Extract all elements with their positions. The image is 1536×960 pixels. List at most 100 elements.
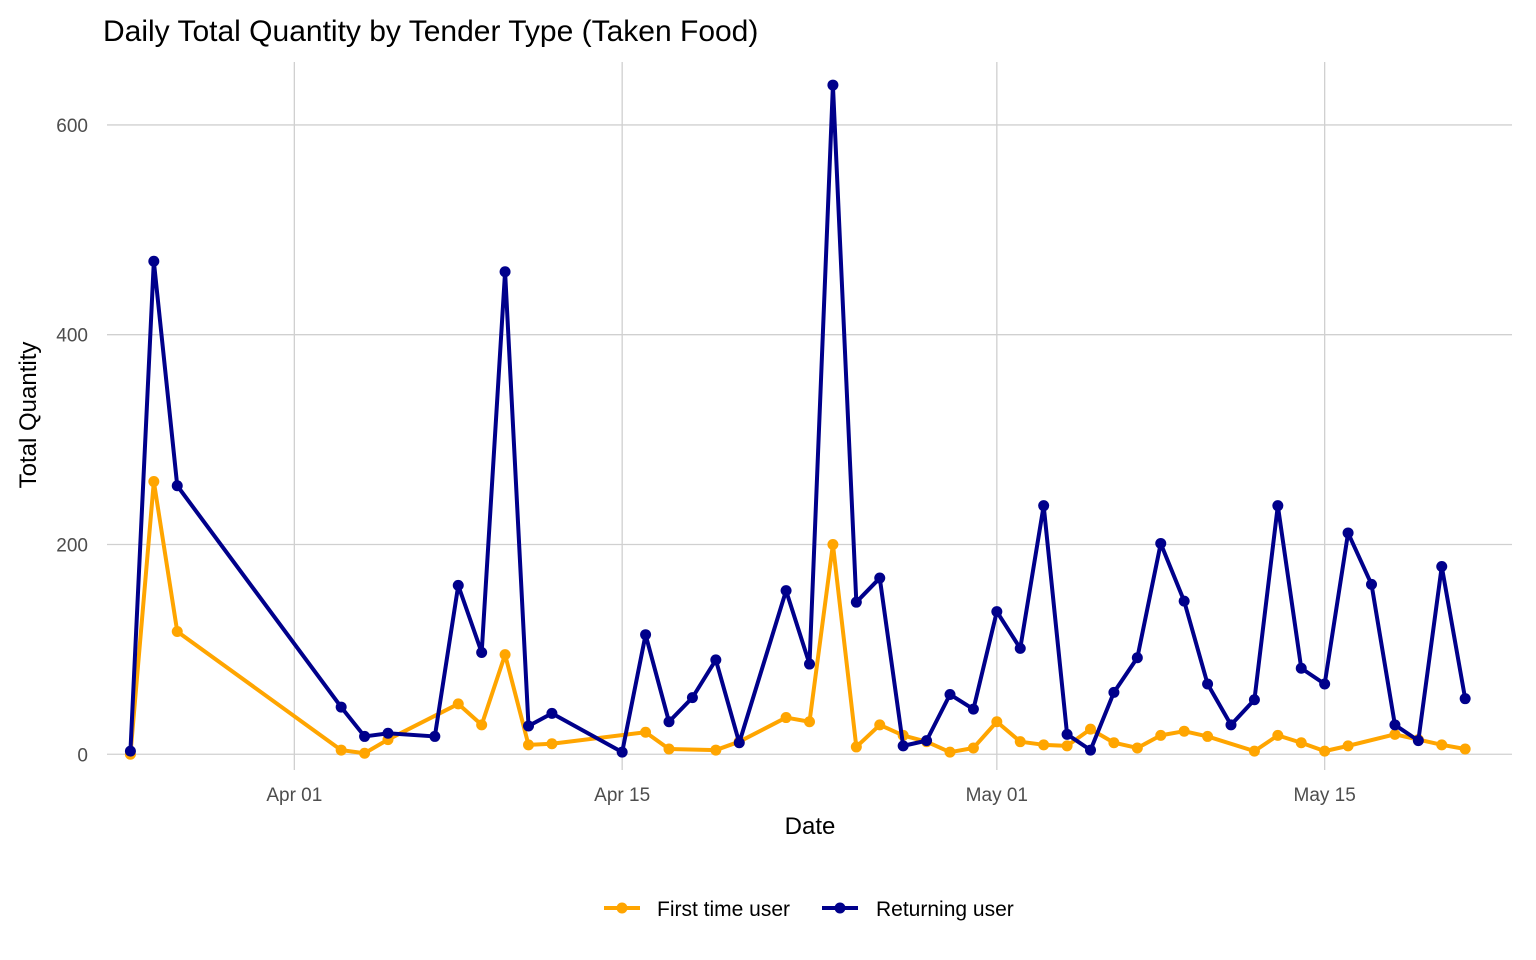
data-point (1108, 686, 1120, 698)
legend-label: First time user (657, 898, 790, 921)
data-point (1131, 652, 1143, 664)
data-point (1202, 678, 1214, 690)
data-point (1061, 728, 1073, 740)
data-point (710, 654, 722, 666)
legend-key-marker (834, 902, 846, 914)
data-point (663, 743, 675, 755)
data-point (780, 712, 792, 724)
data-point (1178, 725, 1190, 737)
data-point (1248, 745, 1260, 757)
series-first-time-user (124, 476, 1471, 760)
data-point (804, 658, 815, 670)
data-point (1436, 739, 1448, 751)
data-point (921, 735, 933, 747)
data-point (1248, 694, 1260, 706)
data-point (1155, 729, 1167, 741)
data-point (1366, 578, 1377, 590)
data-point (429, 730, 441, 742)
data-point (616, 746, 628, 758)
legend-label: Returning user (876, 898, 1014, 921)
x-tick-label: Apr 15 (594, 785, 650, 806)
data-point (780, 585, 792, 597)
data-point (1459, 693, 1471, 705)
y-tick-label: 0 (77, 745, 88, 766)
data-point (663, 716, 675, 728)
data-point (827, 79, 839, 91)
data-point (359, 730, 371, 742)
legend-item: First time user (604, 898, 790, 921)
data-point (850, 596, 862, 608)
data-point (1389, 728, 1401, 740)
y-tick-label: 400 (56, 326, 88, 347)
data-point (967, 742, 979, 754)
data-point (1038, 500, 1050, 512)
data-point (1295, 662, 1307, 674)
data-point (1085, 723, 1096, 735)
data-point (476, 719, 488, 731)
data-point (476, 647, 488, 659)
data-point (1061, 740, 1073, 752)
data-point (1436, 561, 1448, 573)
data-point (874, 719, 886, 731)
x-tick-label: May 01 (966, 785, 1028, 806)
y-tick-label: 600 (56, 116, 88, 137)
data-point (1014, 642, 1026, 654)
series-returning-user (124, 79, 1471, 758)
data-point (686, 692, 698, 704)
data-point (640, 726, 652, 738)
series-layer (124, 79, 1471, 760)
y-axis-title: Total Quantity (15, 342, 42, 489)
data-point (850, 741, 862, 753)
data-point (148, 255, 160, 267)
data-point (1389, 719, 1401, 731)
x-axis-ticks: Apr 01 Apr 15 May 01 May 15 (266, 785, 1355, 806)
data-point (1131, 742, 1143, 754)
data-point (546, 707, 558, 719)
data-point (452, 579, 464, 591)
data-point (1014, 736, 1026, 748)
data-point (148, 476, 160, 488)
data-point (171, 480, 183, 492)
data-point (733, 737, 745, 749)
data-point (874, 572, 886, 584)
data-point (1319, 678, 1331, 690)
y-axis-ticks: 0 200 400 600 (56, 116, 88, 766)
data-point (499, 266, 511, 278)
data-point (1272, 500, 1284, 512)
data-point (1202, 730, 1214, 742)
data-point (1412, 735, 1424, 747)
legend-key-marker (616, 902, 628, 914)
data-point (967, 703, 979, 715)
data-point (1342, 740, 1354, 752)
legend-item: Returning user (822, 898, 1014, 921)
data-point (523, 739, 534, 751)
data-point (546, 738, 558, 750)
data-point (1459, 743, 1471, 755)
data-point (1272, 729, 1284, 741)
x-tick-label: May 15 (1294, 785, 1356, 806)
x-tick-label: Apr 01 (266, 785, 322, 806)
data-point (1295, 737, 1307, 749)
data-point (897, 740, 909, 752)
y-tick-label: 200 (56, 535, 88, 556)
data-point (944, 688, 956, 700)
data-point (1108, 737, 1120, 749)
data-point (171, 626, 183, 638)
data-point (335, 701, 347, 713)
data-point (1085, 744, 1096, 756)
data-point (335, 744, 347, 756)
data-point (499, 649, 511, 661)
data-point (1155, 537, 1167, 549)
data-point (1319, 745, 1331, 757)
legend: First time user Returning user (604, 898, 1014, 921)
data-point (804, 716, 815, 728)
data-point (640, 629, 652, 641)
data-point (452, 698, 464, 710)
data-point (523, 720, 534, 732)
data-point (359, 747, 371, 759)
data-point (1342, 527, 1354, 539)
data-point (710, 744, 722, 756)
data-point (382, 727, 394, 739)
chart-title: Daily Total Quantity by Tender Type (Tak… (103, 15, 758, 48)
data-point (1225, 719, 1237, 731)
